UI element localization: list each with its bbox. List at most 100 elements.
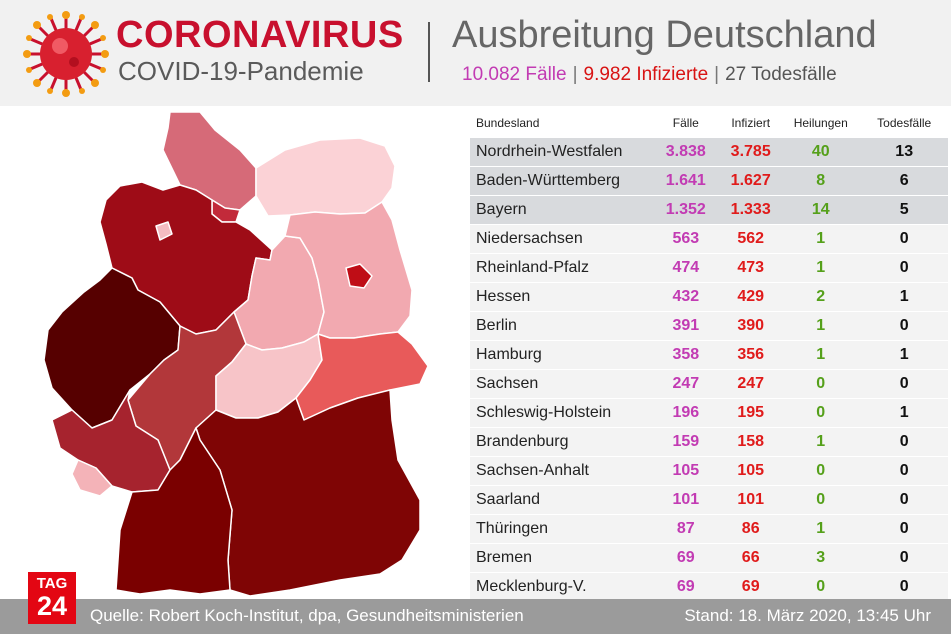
cell-bundesland: Brandenburg <box>470 427 652 457</box>
table-row: Schleswig-Holstein 196 195 0 1 <box>470 398 948 428</box>
summary-separator: | <box>572 64 578 85</box>
cell-infiziert: 3.785 <box>720 138 782 167</box>
germany-map <box>43 111 429 597</box>
cell-infiziert: 390 <box>720 311 782 341</box>
header-banner: CORONAVIRUS COVID-19-Pandemie Ausbreitun… <box>0 0 951 106</box>
cell-infiziert: 247 <box>720 369 782 399</box>
cell-bundesland: Rheinland-Pfalz <box>470 253 652 283</box>
cell-heilungen: 0 <box>781 485 861 515</box>
table-row: Sachsen-Anhalt 105 105 0 0 <box>470 456 948 486</box>
cell-bundesland: Bayern <box>470 195 652 225</box>
table-row: Baden-Württemberg 1.641 1.627 8 6 <box>470 166 948 196</box>
cell-infiziert: 1.333 <box>720 195 782 225</box>
cell-faelle: 1.641 <box>651 166 721 196</box>
cell-infiziert: 429 <box>720 282 782 312</box>
cell-heilungen: 1 <box>781 427 861 457</box>
cell-faelle: 1.352 <box>651 195 721 225</box>
summary-line: 10.082 Fälle | 9.982 Infizierte | 27 Todesfä… <box>462 64 837 86</box>
table-header: Bundesland Fälle Infiziert Heilungen Tod… <box>470 108 948 138</box>
cell-faelle: 101 <box>651 485 721 515</box>
cell-heilungen: 0 <box>781 398 861 428</box>
cell-todesfaelle: 0 <box>860 369 948 399</box>
cell-infiziert: 86 <box>720 514 782 544</box>
col-header: Heilungen <box>793 116 848 130</box>
cell-faelle: 247 <box>651 369 721 399</box>
timestamp: Stand: 18. März 2020, 13:45 Uhr <box>684 606 931 625</box>
cell-infiziert: 356 <box>720 340 782 370</box>
header-divider <box>428 22 430 82</box>
table-row: Niedersachsen 563 562 1 0 <box>470 224 948 254</box>
cell-bundesland: Sachsen <box>470 369 652 399</box>
cell-heilungen: 40 <box>781 138 861 167</box>
cell-bundesland: Niedersachsen <box>470 224 652 254</box>
cell-heilungen: 1 <box>781 253 861 283</box>
cell-faelle: 105 <box>651 456 721 486</box>
state-saarland <box>71 459 113 497</box>
cell-faelle: 87 <box>651 514 721 544</box>
cell-infiziert: 158 <box>720 427 782 457</box>
cell-todesfaelle: 5 <box>860 195 948 225</box>
cell-todesfaelle: 0 <box>860 427 948 457</box>
summary-infected: 9.982 Infizierte <box>583 64 709 85</box>
cell-todesfaelle: 0 <box>860 485 948 515</box>
cell-faelle: 69 <box>651 543 721 573</box>
footer-bar <box>0 599 951 634</box>
cell-heilungen: 0 <box>781 369 861 399</box>
cell-heilungen: 8 <box>781 166 861 196</box>
cell-todesfaelle: 6 <box>860 166 948 196</box>
brand-subtitle: COVID-19-Pandemie <box>118 56 364 86</box>
cell-infiziert: 1.627 <box>720 166 782 196</box>
cell-infiziert: 473 <box>720 253 782 283</box>
cell-todesfaelle: 0 <box>860 224 948 254</box>
cell-heilungen: 14 <box>781 195 861 225</box>
col-header: Todesfälle <box>877 116 932 130</box>
cell-bundesland: Saarland <box>470 485 652 515</box>
cell-infiziert: 195 <box>720 398 782 428</box>
cell-infiziert: 69 <box>720 572 782 602</box>
table-row: Mecklenburg-V. 69 69 0 0 <box>470 572 948 602</box>
cell-todesfaelle: 0 <box>860 514 948 544</box>
cell-faelle: 159 <box>651 427 721 457</box>
summary-separator: | <box>714 64 720 85</box>
state-berlin <box>345 263 373 289</box>
state-baden-wuerttemberg <box>115 427 233 595</box>
cell-infiziert: 562 <box>720 224 782 254</box>
col-header: Bundesland <box>476 116 540 130</box>
source-text: Quelle: Robert Koch-Institut, dpa, Gesun… <box>90 606 524 625</box>
table-row: Bremen 69 66 3 0 <box>470 543 948 573</box>
cell-faelle: 391 <box>651 311 721 341</box>
cell-bundesland: Sachsen-Anhalt <box>470 456 652 486</box>
summary-deaths: 27 Todesfälle <box>725 64 837 85</box>
cell-heilungen: 3 <box>781 543 861 573</box>
cell-todesfaelle: 0 <box>860 311 948 341</box>
cell-todesfaelle: 0 <box>860 456 948 486</box>
logo-top: TAG <box>36 575 68 592</box>
state-bayern <box>195 389 421 597</box>
table-row: Berlin 391 390 1 0 <box>470 311 948 341</box>
cell-heilungen: 1 <box>781 340 861 370</box>
logo-bottom: 24 <box>36 591 68 621</box>
cell-infiziert: 105 <box>720 456 782 486</box>
cell-bundesland: Hessen <box>470 282 652 312</box>
state-sachsen <box>295 331 429 421</box>
page-title: Ausbreitung Deutschland <box>452 14 877 56</box>
table-row: Thüringen 87 86 1 0 <box>470 514 948 544</box>
cell-heilungen: 1 <box>781 514 861 544</box>
cell-faelle: 358 <box>651 340 721 370</box>
state-bremen <box>155 221 173 241</box>
state-rheinland-pfalz <box>51 389 171 493</box>
cell-faelle: 563 <box>651 224 721 254</box>
state-mecklenburg-vorpommern <box>255 137 396 217</box>
table-row: Hamburg 358 356 1 1 <box>470 340 948 370</box>
cell-faelle: 432 <box>651 282 721 312</box>
cell-bundesland: Hamburg <box>470 340 652 370</box>
table-row: Bayern 1.352 1.333 14 5 <box>470 195 948 225</box>
summary-cases: 10.082 Fälle <box>462 64 567 85</box>
cell-bundesland: Bremen <box>470 543 652 573</box>
table-row: Sachsen 247 247 0 0 <box>470 369 948 399</box>
cell-faelle: 69 <box>651 572 721 602</box>
cell-todesfaelle: 0 <box>860 253 948 283</box>
table-row: Hessen 432 429 2 1 <box>470 282 948 312</box>
cell-todesfaelle: 0 <box>860 572 948 602</box>
data-table: Bundesland Fälle Infiziert Heilungen Tod… <box>470 108 948 602</box>
